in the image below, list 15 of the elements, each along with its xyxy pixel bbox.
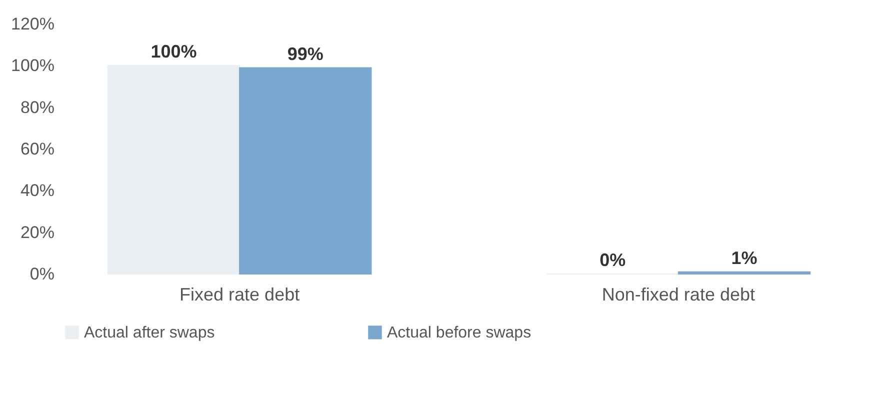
y-tick-label: 60% [20,140,54,158]
x-tick-label: Fixed rate debt [180,284,300,304]
data-label: 1% [731,248,758,268]
y-tick-label: 0% [30,264,54,284]
x-tick-label: Non-fixed rate debt [602,284,755,304]
y-tick-label: 40% [20,181,54,200]
y-tick-label: 100% [11,56,54,76]
y-tick-label: 20% [20,222,54,242]
data-label: 99% [287,44,324,64]
y-tick-label: 120% [11,14,54,34]
legend-label: Actual after swaps [84,324,215,342]
data-label: 0% [600,250,626,270]
data-label: 100% [150,42,197,62]
y-tick-label: 80% [20,98,54,117]
legend-label: Actual before swaps [387,324,532,342]
